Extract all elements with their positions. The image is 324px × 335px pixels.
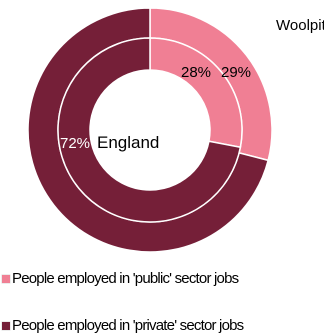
slice-england-private — [57, 37, 242, 223]
legend-label-private: People employed in 'private' sector jobs — [12, 317, 244, 334]
slice-labels: 29% 28% 72% 71% — [20, 64, 251, 210]
outer-ring-label: Woolpit — [276, 17, 324, 34]
label-woolpit-public: 29% — [221, 64, 251, 81]
legend-item-public: People employed in 'public' sector jobs — [2, 270, 239, 287]
label-england-public: 28% — [181, 64, 211, 81]
legend-swatch-public — [2, 274, 10, 283]
legend-item-private: People employed in 'private' sector jobs — [2, 317, 244, 334]
inner-ring-label: England — [97, 133, 159, 152]
label-woolpit-private: 71% — [20, 193, 50, 210]
legend-swatch-private — [2, 321, 10, 330]
legend-label-public: People employed in 'public' sector jobs — [12, 270, 239, 287]
inner-ring-england — [57, 37, 243, 223]
label-england-private: 72% — [60, 135, 90, 152]
